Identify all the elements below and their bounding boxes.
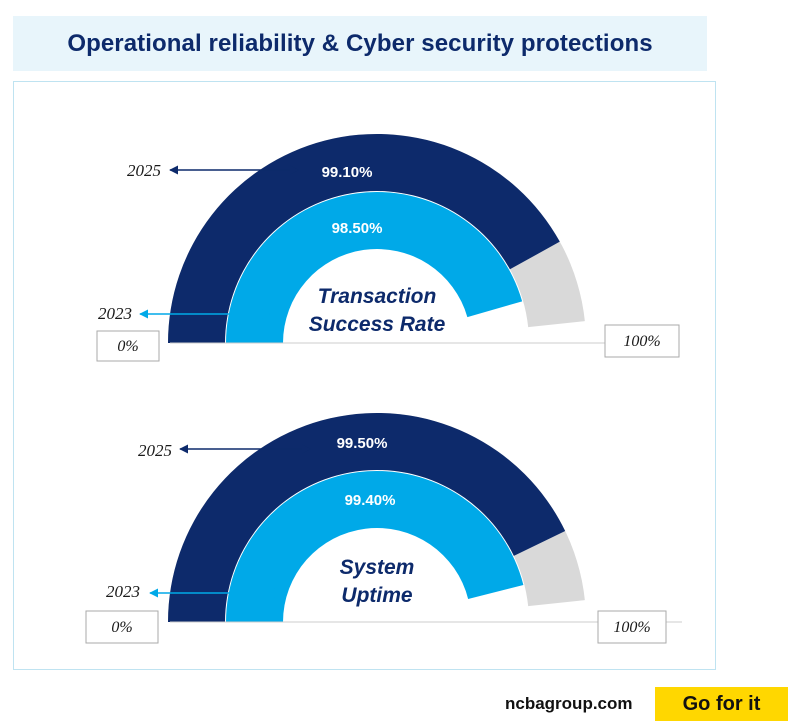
gauge-2-max-box	[597, 610, 667, 644]
gauge-2-value-2025: 99.50%	[337, 435, 388, 452]
gauge-1-min-label: 0%	[117, 338, 138, 355]
gauge-1-year-2023-label: 2023	[98, 304, 132, 323]
gauge-1-max-box	[604, 324, 680, 358]
gauge-2-min-box	[85, 610, 159, 644]
gauge-1-value-2023: 98.50%	[332, 220, 383, 237]
footer-website: ncbagroup.com	[505, 694, 633, 713]
gauge-2-arc-2025	[168, 412, 566, 622]
gauge-2-year-2023-label: 2023	[106, 582, 140, 601]
gauge-system-uptime: 2025 2023 99.50% 99.40% System Uptime 0%…	[85, 412, 682, 644]
gauge-2-title-line-1: System	[340, 556, 415, 579]
gauge-1-title-line-1: Transaction	[318, 285, 437, 308]
gauge-2-value-2023: 99.40%	[345, 492, 396, 509]
gauge-2-max-label: 100%	[613, 619, 650, 636]
gauge-1-min-box	[96, 330, 160, 362]
gauge-1-title-line-2: Success Rate	[309, 313, 446, 336]
page-title: Operational reliability & Cyber security…	[13, 16, 707, 71]
gauge-1-value-2025: 99.10%	[322, 164, 373, 181]
gauge-1-max-label: 100%	[623, 333, 660, 350]
gauge-1-arc-2023	[226, 192, 523, 343]
gauge-2-min-label: 0%	[111, 619, 132, 636]
gauge-2-year-2025-label: 2025	[138, 441, 172, 460]
gauge-transaction-success-rate: 2025 2023 99.10% 98.50% Transaction Succ…	[96, 133, 680, 362]
footer-slogan-badge: Go for it	[655, 687, 788, 721]
gauge-1-year-2025-label: 2025	[127, 161, 161, 180]
gauge-1-arc-2025	[168, 133, 560, 343]
gauge-2-title-line-2: Uptime	[341, 584, 412, 607]
gauge-2-arc-2023	[226, 470, 524, 622]
